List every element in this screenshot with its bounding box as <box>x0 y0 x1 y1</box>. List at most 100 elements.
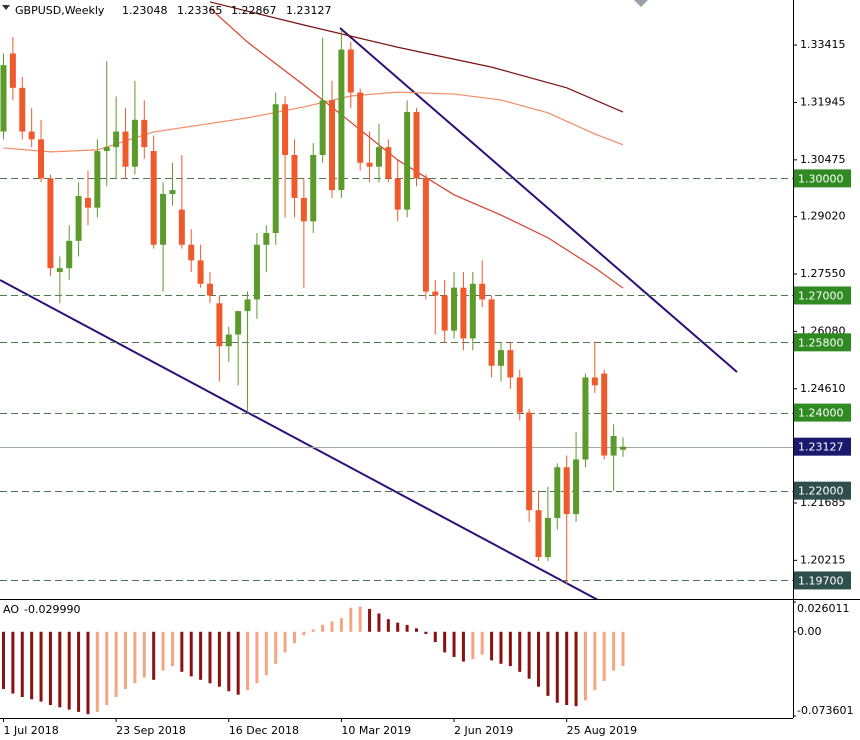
candle-body <box>216 303 223 347</box>
level-label-box <box>794 333 851 352</box>
candle-body <box>113 131 120 148</box>
candle-body <box>244 299 251 312</box>
moving-average <box>209 1 624 113</box>
ao-bar <box>518 631 522 672</box>
header-high: 1.23365 <box>177 4 223 17</box>
candle-body <box>291 154 298 198</box>
ao-bar <box>20 631 24 698</box>
candle-body <box>516 377 523 413</box>
candle-body <box>319 100 326 155</box>
ao-bar <box>264 631 268 676</box>
ao-readout: -0.029990 <box>24 603 80 616</box>
ao-bar <box>555 631 559 703</box>
ao-bar <box>602 631 606 681</box>
ao-bar <box>461 631 465 662</box>
candle-body <box>563 467 570 515</box>
level-label: 1.27000 <box>798 289 844 302</box>
ao-bar <box>246 631 250 691</box>
candle-body <box>591 377 598 386</box>
candle-body <box>131 119 138 167</box>
candle-body <box>422 178 429 292</box>
level-label-box <box>794 481 851 500</box>
trend-line <box>339 27 738 373</box>
ao-bar <box>133 631 137 684</box>
ao-bar <box>86 631 90 715</box>
ao-bar <box>48 631 52 706</box>
y-tick-label: 1.20215 <box>800 553 846 566</box>
level-label-box <box>794 571 851 590</box>
ao-bar <box>424 631 428 635</box>
ao-bar <box>405 624 409 632</box>
y-tick-label: 1.29020 <box>800 210 846 223</box>
candle-body <box>235 311 242 335</box>
ao-bar <box>105 631 109 706</box>
y-tick-label: 1.31945 <box>800 95 846 108</box>
ao-bar <box>452 631 456 657</box>
ao-bar <box>311 629 315 632</box>
ao-bar <box>612 631 616 671</box>
ao-bar <box>2 631 5 689</box>
ao-bar <box>396 622 400 632</box>
ao-bar <box>152 631 156 680</box>
candle-body <box>207 283 213 296</box>
ao-bar <box>255 631 259 684</box>
header-close: 1.23127 <box>286 4 332 17</box>
candle-body <box>38 139 45 179</box>
candle-body <box>272 104 279 234</box>
candle-body <box>66 240 73 269</box>
level-label: 1.22000 <box>798 485 844 498</box>
candle-body <box>310 154 317 222</box>
ao-bar <box>415 628 418 632</box>
candle-body <box>451 287 458 331</box>
ao-bar <box>11 631 15 694</box>
level-label: 1.19700 <box>798 574 844 587</box>
candle-body <box>28 131 35 140</box>
ao-bar <box>189 631 193 677</box>
ao-bar <box>283 631 287 653</box>
ao-bar <box>339 618 343 632</box>
ao-bar <box>583 631 587 701</box>
candle-body <box>47 178 54 269</box>
candle-body <box>141 119 148 148</box>
candle-body <box>225 334 232 347</box>
candle-body <box>544 517 551 558</box>
y-tick-label: 1.24610 <box>800 382 846 395</box>
level-label-box <box>794 169 851 188</box>
ao-bar <box>358 606 362 632</box>
candle-body <box>488 299 495 366</box>
ao-bar <box>170 631 174 667</box>
ao-bar <box>537 631 541 687</box>
ao-bar <box>67 631 71 710</box>
x-tick-label: 25 Aug 2019 <box>567 724 637 737</box>
level-label: 1.25800 <box>798 336 844 349</box>
ao-bar <box>377 613 381 632</box>
level-label: 1.23127 <box>798 441 844 454</box>
header-low: 1.22867 <box>231 4 277 17</box>
candle-body <box>385 147 392 179</box>
candle-body <box>160 193 167 245</box>
header-open: 1.23048 <box>122 4 168 17</box>
ao-bar <box>236 631 240 695</box>
ao-title: AO <box>3 603 19 616</box>
y-tick-label: 1.30475 <box>800 153 846 166</box>
candle-body <box>329 100 336 191</box>
candle-body <box>441 295 448 331</box>
ao-bar <box>161 631 165 671</box>
candle-body <box>479 283 486 300</box>
ao-bar <box>330 621 334 632</box>
candle-body <box>253 244 260 300</box>
ao-bar <box>124 631 128 689</box>
ao-bar <box>30 631 34 700</box>
level-label-box <box>794 286 851 305</box>
candle-body <box>94 151 101 208</box>
candle-body <box>601 373 608 456</box>
candle-body <box>535 510 542 558</box>
ao-bar <box>39 631 43 702</box>
ao-bar <box>433 631 437 643</box>
candle-body <box>178 209 185 245</box>
ao-bar <box>508 631 512 667</box>
candle-body <box>610 436 617 456</box>
y-tick-label: 0.026011 <box>797 602 850 615</box>
candle-body <box>507 350 514 378</box>
